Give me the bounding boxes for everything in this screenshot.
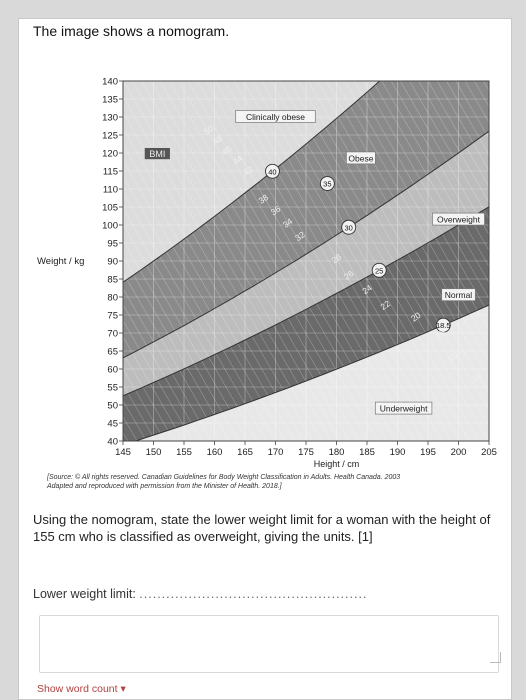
y-tick-label: 55 [107,383,118,394]
band-label-box-1 [441,288,476,302]
plot-area [123,81,489,441]
bmi-value-label: 40 [268,167,276,176]
resize-handle[interactable] [490,652,501,663]
bmi-header-box [143,147,171,160]
x-tick-label: 200 [451,447,467,458]
x-tick-label: 155 [176,447,192,458]
x-tick-label: 145 [115,447,131,458]
y-tick-label: 40 [107,437,118,448]
show-word-count-link[interactable]: Show word count ▾ [37,683,126,695]
x-tick-label: 185 [359,447,375,458]
x-tick-label: 205 [481,447,497,458]
y-tick-label: 120 [102,149,118,160]
bmi-circle-marker [435,317,451,333]
lower-limit-row: Lower weight limit: ....................… [33,587,367,601]
y-tick-label: 110 [103,185,118,196]
band-label-box-4 [235,110,316,123]
y-tick-label: 85 [107,275,118,286]
band-label-1: Normal [445,290,473,300]
y-tick-label: 100 [102,221,118,232]
bmi-circle-marker [264,163,280,179]
band-label-2: Overweight [437,215,481,225]
y-tick-label: 125 [102,131,118,142]
boundary-curve-3 [123,81,381,283]
y-tick-label: 80 [107,293,118,304]
intro-text: The image shows a nomogram. [33,23,230,39]
question-text: Using the nomogram, state the lower weig… [33,512,491,544]
question-card: The image shows a nomogram. 140 135 130 125… [18,18,512,700]
nomogram-chart: 140 135 130 125 120 115 110 105 100 95 90 85 80 75 70 6… [37,77,497,470]
band-label-box-3 [346,151,376,165]
band-label-box-0 [374,401,433,415]
y-tick-label: 135 [102,95,118,106]
bmi-circle-marker [341,219,357,235]
x-tick-label: 170 [268,447,284,458]
bmi-value-label: 30 [345,223,353,232]
band-label-4: Clinically obese [246,112,305,122]
y-tick-label: 60 [107,365,118,376]
source-caption: [Source: © All rights reserved. Canadian… [47,473,400,491]
boundary-curve-0 [133,304,489,441]
x-tick-label: 190 [390,447,406,458]
x-axis-label: Height / cm [314,459,360,469]
x-tick-label: 180 [329,447,345,458]
answer-textbox[interactable] [39,615,499,673]
y-tick-label: 70 [107,329,118,340]
y-tick-label: 65 [107,347,118,358]
bmi-circle-marker [371,262,387,278]
boundary-curve-1 [123,206,489,397]
source-line-2: Adapted and reproduced with permission f… [47,483,282,490]
bmi-value-label: 25 [375,266,383,275]
band-label-box-2 [432,212,485,226]
band-label-0: Underweight [380,404,428,414]
y-axis-label: Weight / kg [37,256,84,267]
bmi-circle-marker [319,176,335,191]
lower-limit-label: Lower weight limit: [33,587,140,601]
bmi-value-label: 18.5 [436,321,451,330]
boundary-curve-2 [123,130,489,359]
y-tick-label: 50 [107,401,118,412]
x-tick-label: 150 [146,447,162,458]
x-tick-label: 175 [298,447,314,458]
x-tick-label: 195 [420,447,436,458]
source-line-1: [Source: © All rights reserved. Canadian… [47,474,401,481]
x-tick-label: 165 [237,447,253,458]
band-label-3: Obese [348,153,373,163]
lower-limit-dots: ........................................… [139,587,368,601]
bmi-header-label: BMI [149,149,165,159]
y-tick-label: 115 [103,167,118,178]
x-tick-label: 160 [207,447,223,458]
y-tick-label: 105 [102,203,118,214]
y-tick-label: 140 [102,77,118,88]
bmi-value-label: 35 [323,180,331,189]
y-tick-label: 130 [102,113,118,124]
chevron-down-icon: ▾ [120,683,126,695]
y-tick-label: 45 [107,419,118,430]
y-tick-label: 95 [107,239,118,250]
y-tick-label: 75 [107,311,118,322]
y-tick-label: 90 [107,257,118,268]
